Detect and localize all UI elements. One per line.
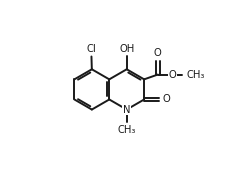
Text: O: O	[163, 94, 170, 104]
Text: N: N	[123, 105, 130, 115]
Text: CH₃: CH₃	[186, 69, 205, 80]
Text: O: O	[154, 48, 162, 58]
Text: OH: OH	[119, 44, 134, 54]
Text: Cl: Cl	[86, 44, 96, 54]
Text: O: O	[168, 70, 176, 80]
Text: CH₃: CH₃	[118, 125, 136, 135]
